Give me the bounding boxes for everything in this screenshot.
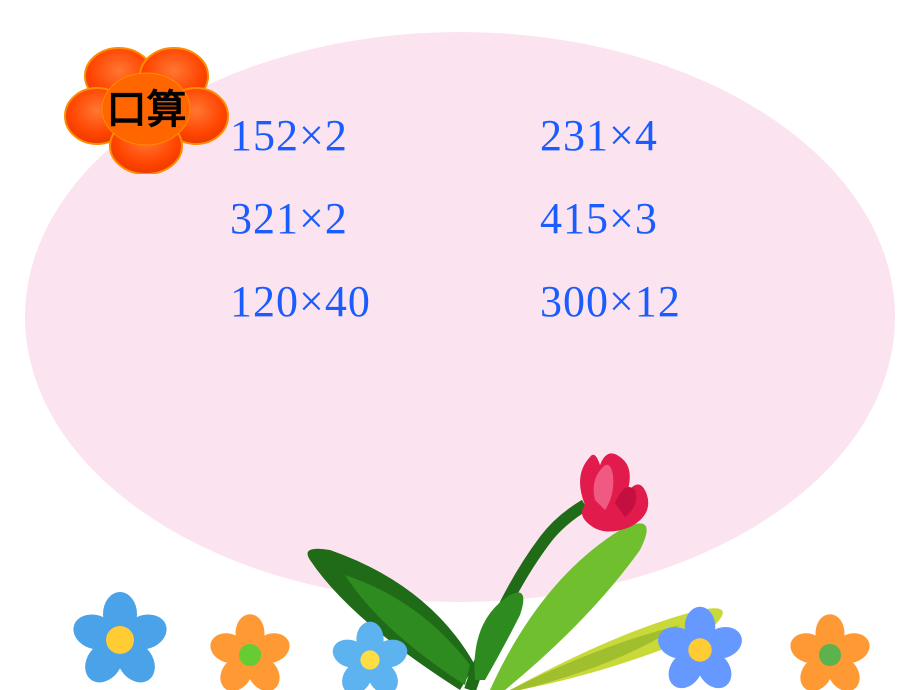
small-flower-icon	[786, 614, 873, 690]
decorative-flowers-icon	[0, 430, 920, 690]
badge-title: 口算	[107, 77, 187, 135]
problem-cell: 231×4	[540, 110, 820, 161]
small-flower-icon	[654, 607, 746, 690]
small-flower-icon	[69, 592, 171, 690]
problem-row: 152×2 231×4	[200, 110, 820, 161]
problem-cell: 321×2	[200, 193, 540, 244]
problem-row: 321×2 415×3	[200, 193, 820, 244]
small-flower-icon	[206, 614, 293, 690]
problem-cell: 120×40	[200, 276, 540, 327]
problem-cell: 152×2	[200, 110, 540, 161]
problem-cell: 300×12	[540, 276, 820, 327]
problem-cell: 415×3	[540, 193, 820, 244]
problem-row: 120×40 300×12	[200, 276, 820, 327]
problem-grid: 152×2 231×4 321×2 415×3 120×40 300×12	[200, 110, 820, 359]
